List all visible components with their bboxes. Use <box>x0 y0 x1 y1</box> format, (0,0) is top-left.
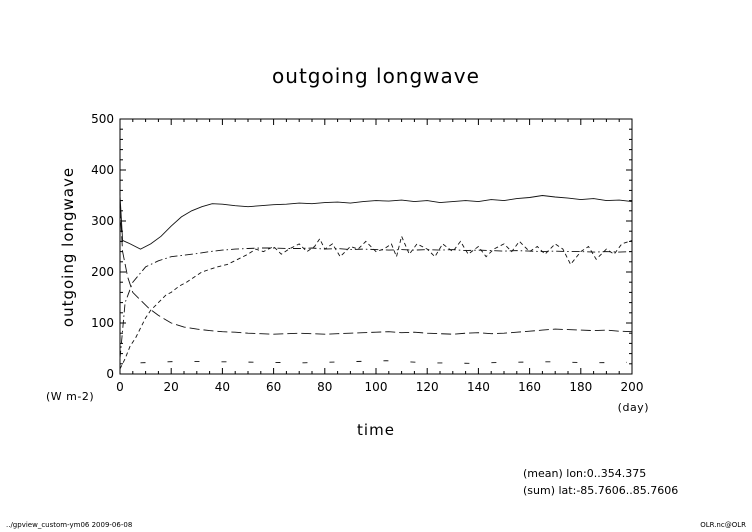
x-tick-label: 160 <box>518 380 541 394</box>
x-tick-label: 60 <box>266 380 281 394</box>
series-line-1 <box>119 195 633 250</box>
plot-frame <box>119 118 633 375</box>
x-tick-label: 100 <box>365 380 388 394</box>
y-axis-ticks: 0 100 200 300 400 500 <box>91 112 632 381</box>
y-tick-label: 400 <box>91 163 114 177</box>
y-tick-label: 100 <box>91 316 114 330</box>
y-tick-label: 500 <box>91 112 114 126</box>
y-axis-units: (W m-2) <box>46 390 94 403</box>
series-line-4 <box>119 208 633 335</box>
series-layer <box>119 195 633 370</box>
sum-region-note: (sum) lat:-85.7606..85.7606 <box>523 484 678 497</box>
mean-region-note: (mean) lon:0..354.375 <box>523 467 646 480</box>
footer-left-caption: ../gpview_custom-ym06 2009-06-08 <box>6 521 133 529</box>
footer-right-caption: OLR.nc@OLR <box>700 521 746 529</box>
series-line-5 <box>140 360 627 364</box>
series-line-3 <box>119 234 633 370</box>
x-tick-label: 0 <box>116 380 124 394</box>
y-tick-label: 300 <box>91 214 114 228</box>
x-tick-label: 20 <box>164 380 179 394</box>
series-line-2 <box>119 247 633 359</box>
chart-title: outgoing longwave <box>272 64 480 88</box>
x-tick-label: 40 <box>215 380 230 394</box>
x-tick-label: 140 <box>467 380 490 394</box>
x-tick-label: 200 <box>621 380 644 394</box>
x-tick-label: 120 <box>416 380 439 394</box>
x-tick-label: 180 <box>569 380 592 394</box>
x-axis-units: (day) <box>618 401 649 414</box>
x-axis-ticks: 0 20 40 60 80 100 120 140 160 180 200 <box>116 119 643 394</box>
y-axis-label: outgoing longwave <box>59 167 77 327</box>
x-axis-label: time <box>357 421 395 439</box>
y-tick-label: 200 <box>91 265 114 279</box>
y-tick-label: 0 <box>106 367 114 381</box>
x-tick-label: 80 <box>317 380 332 394</box>
